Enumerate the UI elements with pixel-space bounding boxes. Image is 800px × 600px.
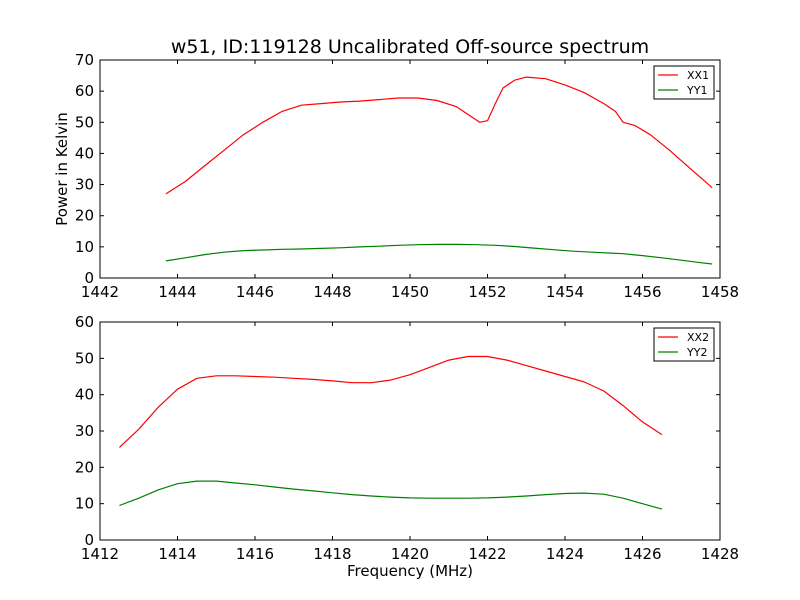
y-tick-label: 20 (75, 458, 94, 476)
x-tick-label: 1448 (313, 283, 351, 301)
x-axis-label: Frequency (MHz) (347, 562, 473, 580)
x-tick-label: 1446 (236, 283, 274, 301)
y-tick-label: 60 (75, 82, 94, 100)
x-tick-label: 1458 (701, 283, 739, 301)
x-tick-label: 1426 (623, 545, 661, 563)
plot-frame (99, 59, 721, 279)
y-tick-label: 50 (75, 113, 94, 131)
x-tick-label: 1456 (623, 283, 661, 301)
y-tick-label: 40 (75, 386, 94, 404)
y-tick-label: 30 (75, 422, 94, 440)
y-tick-label: 20 (75, 207, 94, 225)
y-tick-label: 10 (75, 495, 94, 513)
series-line-xx2 (118, 355, 663, 448)
panels: 1442 1444 1446 1448 1450 1452 1454 1456 1458 0 10 2… (53, 51, 739, 580)
y-axis-label: Power in Kelvin (53, 112, 71, 226)
figure-title: w51, ID:119128 Uncalibrated Off-source s… (171, 36, 649, 58)
x-tick-label: 1420 (391, 545, 429, 563)
x-tick-label: 1442 (81, 283, 119, 301)
legend-label: XX1 (687, 69, 709, 82)
x-tick-label: 1414 (158, 545, 196, 563)
x-tick-label: 1424 (546, 545, 584, 563)
x-tick-label: 1444 (158, 283, 196, 301)
panel-1: 1442 1444 1446 1448 1450 1452 1454 1456 1458 0 10 2… (53, 51, 739, 301)
y-tick-label: 10 (75, 238, 94, 256)
y-tick-label: 40 (75, 144, 94, 162)
legend-box (653, 327, 715, 362)
plot-frame (99, 321, 721, 541)
series-line-xx1 (165, 76, 713, 195)
legend-label: YY2 (686, 346, 707, 359)
plot-area (100, 60, 720, 278)
x-tick-label: 1428 (701, 545, 739, 563)
legend-label: XX2 (687, 331, 709, 344)
x-tick-label: 1454 (546, 283, 584, 301)
y-tick-label: 60 (75, 313, 94, 331)
panel-2: 1412 1414 1416 1418 1420 1422 1424 1426 1428 0 10 2… (75, 313, 739, 580)
y-tick-label: 0 (84, 531, 94, 549)
x-tick-label: 1422 (468, 545, 506, 563)
y-tick-label: 70 (75, 51, 94, 69)
y-tick-label: 50 (75, 349, 94, 367)
x-tick-label: 1418 (313, 545, 351, 563)
y-tick-label: 0 (84, 269, 94, 287)
legend-label: YY1 (686, 84, 707, 97)
x-tick-label: 1416 (236, 545, 274, 563)
y-tick-label: 30 (75, 176, 94, 194)
series-line-yy2 (119, 480, 663, 510)
series-line-yy1 (165, 243, 713, 265)
plot-area (100, 322, 720, 540)
x-tick-label: 1450 (391, 283, 429, 301)
legend-box (653, 65, 715, 100)
x-tick-label: 1452 (468, 283, 506, 301)
x-tick-label: 1412 (81, 545, 119, 563)
